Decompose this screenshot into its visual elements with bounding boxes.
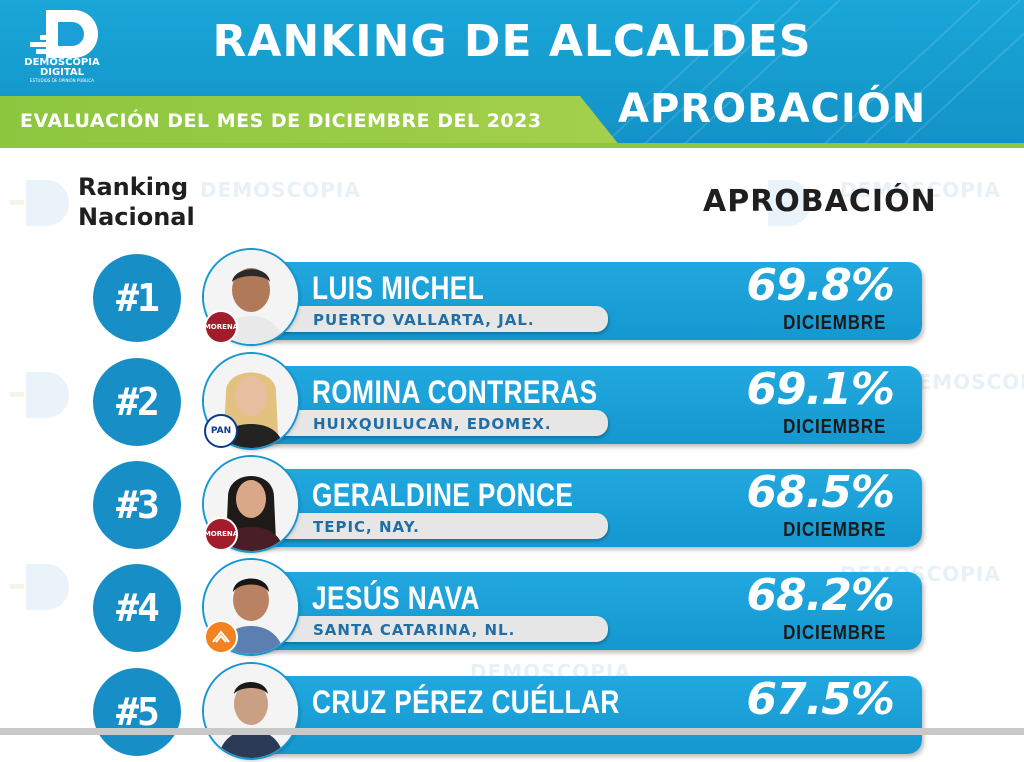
- approval-percent: 68.2%: [746, 570, 895, 621]
- approval-percent: 69.8%: [746, 260, 895, 311]
- mayor-name: LUIS MICHEL: [312, 270, 485, 306]
- header-divider: [0, 143, 1024, 148]
- month-label: DICIEMBRE: [782, 312, 886, 334]
- mayor-city: PUERTO VALLARTA, JAL.: [313, 311, 535, 329]
- rank-badge: #3: [93, 461, 181, 549]
- approval-column-label: APROBACIÓN: [703, 184, 937, 219]
- logo-text: DEMOSCOPIA DIGITAL ESTUDIOS DE OPINIÓN P…: [14, 58, 110, 84]
- mayor-name: ROMINA CONTRERAS: [312, 374, 598, 410]
- mayor-photo: [204, 664, 298, 758]
- page-title: RANKING DE ALCALDES: [212, 16, 812, 67]
- month-label: DICIEMBRE: [782, 519, 886, 541]
- month-label: DICIEMBRE: [782, 416, 886, 438]
- city-bar: [262, 616, 608, 642]
- logo-subtext: ESTUDIOS DE OPINIÓN PÚBLICA: [30, 78, 94, 83]
- rank-badge: #2: [93, 358, 181, 446]
- ranking-row: #2 PAN ROMINA CONTRERAS HUIXQUILUCAN, ED…: [0, 352, 1024, 452]
- morena-logo-icon: MORENA: [204, 310, 238, 344]
- person-photo-icon: [204, 664, 298, 758]
- city-bar: [262, 306, 608, 332]
- mayor-name: GERALDINE PONCE: [312, 477, 574, 513]
- city-bar: [262, 513, 608, 539]
- mayor-city: TEPIC, NAY.: [313, 518, 420, 536]
- logo-name: DEMOSCOPIA DIGITAL: [24, 57, 100, 78]
- evaluation-subtitle: EVALUACIÓN DEL MES DE DICIEMBRE DEL 2023: [20, 110, 542, 132]
- morena-logo-icon: MORENA: [204, 517, 238, 551]
- person-photo-icon: [204, 457, 298, 551]
- demoscopia-logo: [30, 10, 98, 58]
- header-approval-label: APROBACIÓN: [618, 86, 927, 132]
- watermark-logo-icon: [10, 180, 69, 226]
- ranking-row: #5 CRUZ PÉREZ CUÉLLAR 67.5%: [0, 662, 1024, 762]
- ranking-row: #3 MORENA GERALDINE PONCE TEPIC, NAY. 68…: [0, 455, 1024, 555]
- month-label: DICIEMBRE: [782, 622, 886, 644]
- approval-percent: 67.5%: [746, 674, 895, 725]
- mayor-city: HUIXQUILUCAN, EDOMEX.: [313, 415, 552, 433]
- ranking-row: #1 MORENA LUIS MICHEL PUERTO VALLARTA, J…: [0, 248, 1024, 348]
- rank-badge: #5: [93, 668, 181, 756]
- mayor-name: JESÚS NAVA: [312, 580, 480, 616]
- mayor-city: SANTA CATARINA, NL.: [313, 621, 516, 639]
- mc-logo-icon: [204, 620, 238, 654]
- header-decoration: [599, 0, 1024, 148]
- subtitle-band: [0, 96, 620, 146]
- city-bar: [262, 410, 608, 436]
- rank-badge: #1: [93, 254, 181, 342]
- ranking-nacional-label: Ranking Nacional: [78, 173, 195, 231]
- ranking-row: #4 JESÚS NAVA SANTA CATARINA, NL. 68.2% …: [0, 558, 1024, 658]
- approval-percent: 69.1%: [746, 364, 895, 415]
- rank-badge: #4: [93, 564, 181, 652]
- bottom-edge: [0, 728, 1024, 735]
- pan-logo-icon: PAN: [204, 414, 238, 448]
- mayor-name: CRUZ PÉREZ CUÉLLAR: [312, 684, 620, 720]
- approval-percent: 68.5%: [746, 467, 895, 518]
- watermark-text: DEMOSCOPIA: [200, 178, 361, 202]
- header-banner: DEMOSCOPIA DIGITAL ESTUDIOS DE OPINIÓN P…: [0, 0, 1024, 148]
